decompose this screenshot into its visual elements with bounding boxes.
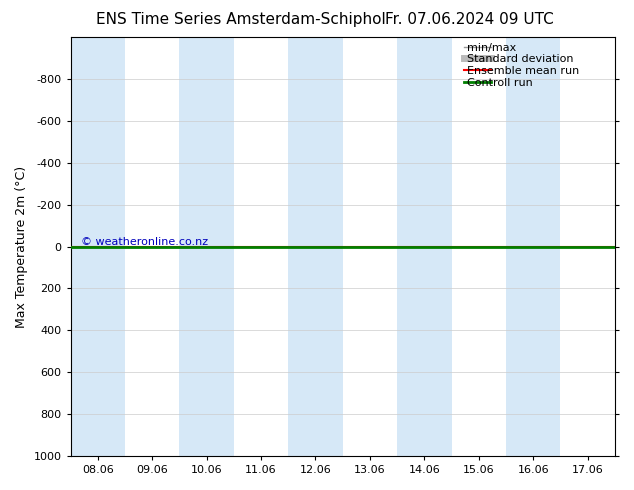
Legend: min/max, Standard deviation, Ensemble mean run, Controll run: min/max, Standard deviation, Ensemble me… [463,43,609,88]
Bar [288,37,343,456]
Bar [506,37,560,456]
Text: ENS Time Series Amsterdam-Schiphol: ENS Time Series Amsterdam-Schiphol [96,12,386,27]
Text: Fr. 07.06.2024 09 UTC: Fr. 07.06.2024 09 UTC [385,12,553,27]
Bar [70,37,125,456]
Bar [397,37,451,456]
Bar [179,37,234,456]
Text: © weatheronline.co.nz: © weatheronline.co.nz [81,237,209,246]
Y-axis label: Max Temperature 2m (°C): Max Temperature 2m (°C) [15,166,28,328]
